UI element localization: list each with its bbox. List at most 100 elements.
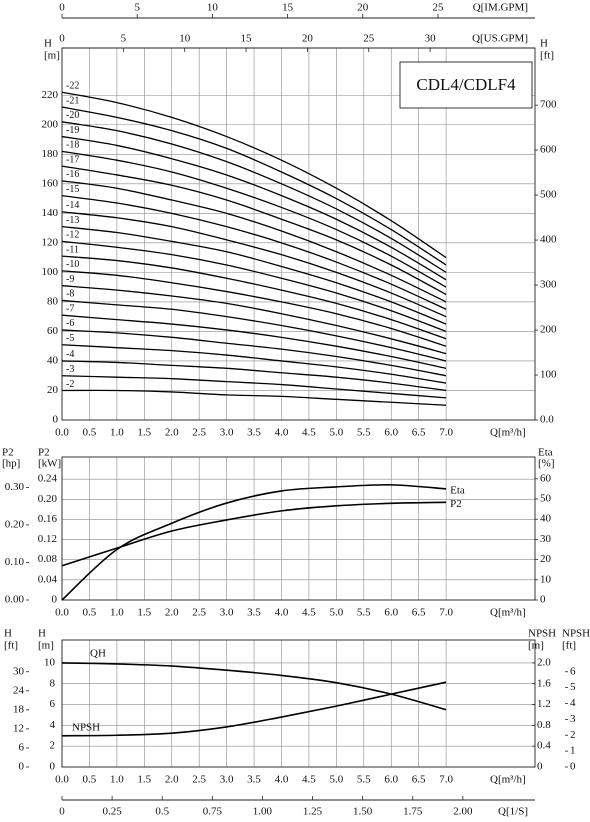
x-tick-label: 1.0 (110, 607, 124, 619)
x-tick-label: 0.25 (102, 806, 122, 818)
curve (61, 484, 447, 601)
x-tick-label: 6.5 (412, 607, 426, 619)
series-label: -5 (66, 333, 74, 344)
x-tick-label: 0 (59, 33, 65, 45)
curve (61, 389, 447, 406)
x-tick-label: 2.0 (165, 607, 179, 619)
y-tick-label: 700 (540, 99, 557, 111)
x-tick-label: 5 (134, 2, 140, 14)
curve (61, 662, 447, 711)
y-axis-unit: [ft] (4, 640, 18, 652)
y-tick-label: 30 (13, 665, 25, 677)
series-label: -21 (66, 95, 79, 106)
x-tick-label: 0 (59, 2, 65, 14)
y-axis-unit: [ft] (562, 640, 576, 652)
x-tick-label: 7.0 (439, 774, 453, 786)
x-tick-label: 5.0 (329, 607, 343, 619)
y-tick-label: 0.20 (5, 518, 25, 530)
y-tick-label: 0 (540, 594, 546, 606)
title-box (399, 61, 533, 109)
y-tick-label: 40 (47, 354, 59, 366)
curve (61, 225, 447, 325)
curve (61, 285, 447, 355)
y-tick-label: 3 (570, 713, 576, 725)
x-tick-label: 1.50 (353, 806, 373, 818)
series-label: -12 (66, 230, 79, 241)
y-axis-unit: [m] (38, 640, 54, 652)
x-tick-label: 30 (425, 33, 437, 45)
x-tick-label: 2.5 (192, 774, 206, 786)
y-tick-label: 0 (537, 761, 543, 773)
y-tick-label: 6 (19, 741, 25, 753)
x-tick-label: 1.00 (253, 806, 273, 818)
curve (61, 375, 447, 399)
y-axis-title: NPSH (562, 628, 590, 640)
x-tick-label: 10 (207, 2, 219, 14)
x-tick-label: 5.0 (329, 774, 343, 786)
x-tick-label: 2.00 (453, 806, 473, 818)
x-tick-label: 1.0 (110, 774, 124, 786)
y-tick-label: 0 (53, 414, 59, 426)
y-tick-label: 0.8 (537, 719, 551, 731)
y-tick-label: 8 (50, 677, 56, 689)
x-tick-label: 2.0 (165, 774, 179, 786)
y-axis-unit: [m] (44, 50, 60, 62)
y-tick-label: 24 (13, 684, 25, 696)
y-axis-title: H (38, 628, 46, 640)
y-tick-label: 18 (13, 703, 25, 715)
y-tick-label: 100 (42, 266, 59, 278)
series-label: Eta (450, 484, 465, 496)
x-tick-label: 6.0 (384, 774, 398, 786)
curve (61, 360, 447, 392)
y-tick-label: 0.00 (5, 594, 25, 606)
series-label: P2 (450, 498, 462, 510)
x-tick-label: 0.0 (55, 427, 69, 439)
curve (61, 299, 447, 362)
x-tick-label: 5.5 (357, 607, 371, 619)
x-tick-label: 1.5 (137, 427, 151, 439)
x-tick-label: 2.0 (165, 427, 179, 439)
y-axis-title: H (4, 628, 12, 640)
curve (61, 150, 447, 288)
y-tick-label: 0.16 (38, 513, 58, 525)
series-label: -9 (66, 274, 74, 285)
x-tick-label: 1.5 (137, 774, 151, 786)
curve (61, 165, 447, 296)
series-label: -13 (66, 215, 79, 226)
y-tick-label: 12 (13, 722, 24, 734)
y-axis-title: Eta (538, 447, 553, 459)
series-label: -8 (66, 289, 74, 300)
x-tick-label: 5.5 (357, 774, 371, 786)
y-tick-label: 80 (47, 295, 59, 307)
x-tick-label: 5 (121, 33, 127, 45)
x-tick-label: 6.0 (384, 427, 398, 439)
x-tick-label: 4.5 (302, 427, 316, 439)
y-tick-label: 60 (47, 325, 59, 337)
x-tick-label: 4.5 (302, 774, 316, 786)
curve (61, 240, 447, 333)
x-tick-label: 0 (59, 806, 65, 818)
series-label: -3 (66, 364, 74, 375)
y-tick-label: 0.04 (38, 573, 58, 585)
y-axis-unit: [kW] (38, 458, 61, 470)
y-tick-label: 0.20 (38, 493, 58, 505)
chart-title: CDL4/CDLF4 (416, 75, 516, 94)
x-tick-label: 7.0 (439, 607, 453, 619)
y-tick-label: 0 (52, 594, 58, 606)
y-tick-label: 200 (42, 118, 59, 130)
series-label: -16 (66, 169, 79, 180)
x-tick-label: 15 (241, 33, 253, 45)
series-label: -4 (66, 349, 74, 360)
y-tick-label: 2 (570, 729, 576, 741)
y-tick-label: 4 (570, 697, 576, 709)
x-tick-label: 0.75 (203, 806, 223, 818)
x-tick-label: 3.5 (247, 774, 261, 786)
y-tick-label: 100 (540, 369, 557, 381)
x-tick-label: 0.0 (55, 774, 69, 786)
y-tick-label: 500 (540, 189, 557, 201)
series-label: -11 (66, 244, 79, 255)
y-tick-label: 30 (540, 533, 552, 545)
y-tick-label: 1.6 (537, 677, 551, 689)
y-tick-label: 140 (42, 207, 59, 219)
